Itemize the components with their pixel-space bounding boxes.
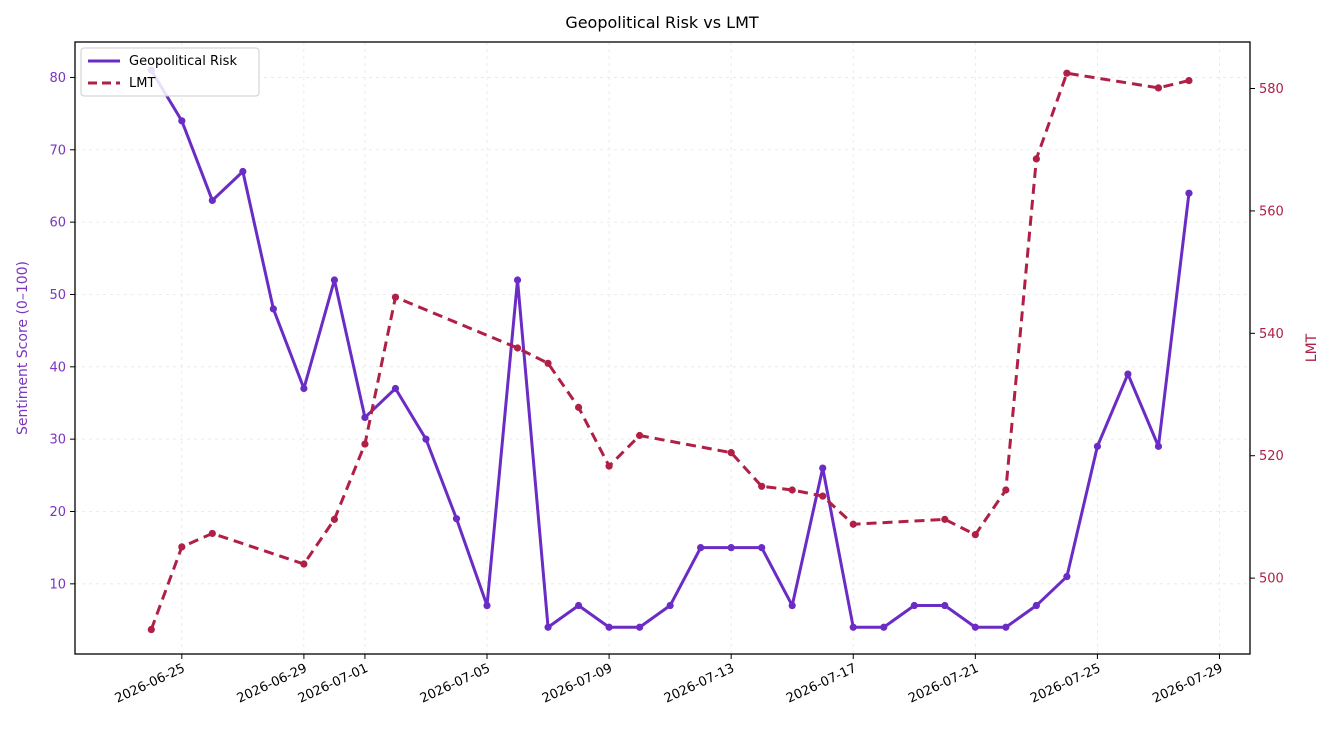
left-y-tick-label: 80 bbox=[49, 71, 66, 86]
left-y-tick-label: 30 bbox=[49, 433, 66, 448]
data-point-geopolitical-risk bbox=[788, 601, 796, 610]
data-point-geopolitical-risk bbox=[544, 623, 552, 631]
data-point-geopolitical-risk bbox=[513, 276, 522, 284]
data-point-geopolitical-risk bbox=[483, 601, 491, 610]
data-point-lmt bbox=[361, 440, 369, 448]
data-point-lmt bbox=[971, 531, 979, 539]
data-point-lmt bbox=[1185, 76, 1193, 85]
data-point-geopolitical-risk bbox=[178, 117, 186, 125]
data-point-geopolitical-risk bbox=[239, 167, 247, 176]
right-y-axis-label: LMT bbox=[1304, 333, 1320, 362]
data-point-geopolitical-risk bbox=[971, 623, 979, 631]
data-point-geopolitical-risk bbox=[452, 515, 461, 523]
data-point-geopolitical-risk bbox=[574, 601, 583, 610]
left-y-tick-label: 70 bbox=[49, 143, 66, 158]
left-y-tick-label: 20 bbox=[49, 505, 66, 520]
series-line-lmt bbox=[149, 71, 1190, 631]
data-point-lmt bbox=[1154, 84, 1163, 92]
left-y-tick-label: 50 bbox=[49, 288, 66, 303]
data-point-lmt bbox=[178, 543, 186, 551]
data-point-geopolitical-risk bbox=[819, 464, 827, 472]
data-point-geopolitical-risk bbox=[361, 413, 369, 422]
right-y-tick-label: 560 bbox=[1259, 204, 1284, 219]
data-point-lmt bbox=[605, 462, 613, 470]
data-point-geopolitical-risk bbox=[1124, 370, 1132, 378]
left-y-tick-label: 60 bbox=[49, 216, 66, 231]
data-point-geopolitical-risk bbox=[666, 601, 674, 610]
data-point-geopolitical-risk bbox=[697, 544, 705, 552]
data-point-lmt bbox=[849, 520, 857, 528]
data-point-lmt bbox=[330, 515, 339, 523]
data-point-lmt bbox=[941, 515, 949, 523]
left-y-axis-label: Sentiment Score (0–100) bbox=[15, 261, 31, 435]
data-point-geopolitical-risk bbox=[1063, 572, 1071, 581]
data-point-lmt bbox=[636, 431, 644, 440]
data-point-lmt bbox=[1063, 69, 1071, 77]
data-point-geopolitical-risk bbox=[208, 196, 216, 205]
legend-label-geopolitical-risk: Geopolitical Risk bbox=[129, 54, 237, 69]
data-point-geopolitical-risk bbox=[849, 623, 857, 631]
data-point-geopolitical-risk bbox=[1032, 601, 1040, 610]
data-point-geopolitical-risk bbox=[1093, 442, 1102, 450]
data-point-geopolitical-risk bbox=[941, 601, 949, 610]
data-point-geopolitical-risk bbox=[605, 623, 613, 631]
left-y-tick-label: 10 bbox=[49, 577, 66, 592]
data-point-lmt bbox=[391, 293, 400, 301]
right-y-tick-label: 540 bbox=[1259, 327, 1284, 342]
legend-box bbox=[80, 47, 260, 97]
data-point-geopolitical-risk bbox=[636, 623, 644, 631]
data-point-lmt bbox=[1032, 155, 1040, 163]
data-point-lmt bbox=[788, 486, 796, 494]
data-point-lmt bbox=[758, 482, 766, 490]
data-point-geopolitical-risk bbox=[758, 544, 766, 552]
data-point-geopolitical-risk bbox=[391, 384, 400, 393]
data-point-lmt bbox=[1002, 486, 1010, 494]
data-point-geopolitical-risk bbox=[300, 384, 308, 393]
data-point-lmt bbox=[574, 403, 583, 411]
data-point-geopolitical-risk bbox=[422, 435, 430, 443]
plot-frame bbox=[74, 41, 1251, 655]
legend: Geopolitical Risk LMT bbox=[80, 47, 260, 97]
data-point-geopolitical-risk bbox=[910, 601, 918, 610]
data-point-geopolitical-risk bbox=[330, 276, 339, 284]
data-point-geopolitical-risk bbox=[1154, 442, 1163, 450]
chart-title: Geopolitical Risk vs LMT bbox=[565, 13, 759, 32]
legend-label-lmt: LMT bbox=[129, 76, 155, 91]
data-point-lmt bbox=[819, 492, 827, 500]
data-point-geopolitical-risk bbox=[727, 544, 735, 552]
data-point-lmt bbox=[147, 625, 155, 634]
data-point-lmt bbox=[727, 449, 735, 457]
data-point-lmt bbox=[208, 529, 216, 538]
data-point-lmt bbox=[300, 560, 308, 568]
series-layer bbox=[147, 66, 1193, 634]
right-y-tick-label: 500 bbox=[1259, 572, 1284, 587]
right-y-tick-label: 580 bbox=[1259, 82, 1284, 97]
data-point-geopolitical-risk bbox=[1002, 623, 1010, 631]
right-y-tick-label: 520 bbox=[1259, 449, 1284, 464]
data-point-geopolitical-risk bbox=[269, 305, 277, 313]
data-point-lmt bbox=[513, 344, 522, 352]
data-point-geopolitical-risk bbox=[880, 623, 888, 631]
left-y-tick-label: 40 bbox=[49, 360, 66, 375]
data-point-geopolitical-risk bbox=[1185, 189, 1193, 197]
data-point-lmt bbox=[544, 359, 552, 367]
